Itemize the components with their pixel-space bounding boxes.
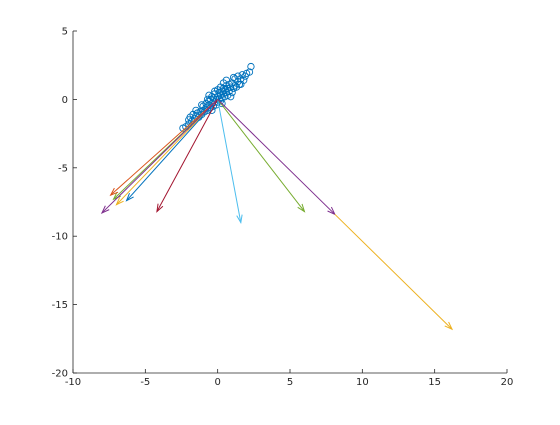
vector-arrow-head (297, 203, 306, 213)
x-tick-label: 10 (356, 377, 369, 388)
y-tick-label: 0 (62, 95, 68, 106)
axes (72, 31, 507, 374)
vector-arrow-head (100, 205, 110, 214)
vector-arrow-shaft (217, 99, 336, 215)
x-tick-label: 15 (428, 377, 441, 388)
vector-arrow-shaft (116, 99, 219, 206)
scatter-point (227, 93, 235, 101)
x-tick-label: 20 (501, 377, 514, 388)
scatter-point (228, 88, 236, 97)
vector-arrow-shaft (126, 99, 219, 201)
scatter-point (219, 79, 228, 87)
y-tick-label: 5 (62, 27, 68, 38)
vector-arrow-head (156, 203, 164, 213)
x-tick-label: -10 (65, 377, 81, 388)
scatter-point (247, 62, 255, 71)
scatter-point (189, 110, 197, 119)
scatter-point (203, 95, 212, 104)
y-tick-label: -5 (58, 163, 68, 174)
x-tick-label: 5 (287, 377, 293, 388)
y-tick-label: -10 (52, 232, 68, 243)
scatter-point (198, 101, 206, 109)
vector-arrow-shaft (101, 99, 219, 214)
y-tick-label: -20 (52, 369, 68, 380)
scatter-point (245, 68, 254, 76)
scatter-point (214, 86, 222, 94)
scatter-point (237, 80, 245, 89)
x-tick-label: 0 (214, 377, 220, 388)
scatter-point (185, 116, 193, 124)
vector-arrow-head (115, 197, 124, 206)
vector-arrows (100, 99, 454, 331)
vector-arrow-shaft (217, 99, 242, 223)
scatter-point (208, 106, 216, 114)
vector-arrow-head (444, 321, 454, 331)
vector-arrow-shaft (334, 213, 453, 330)
y-tick-label: -15 (52, 300, 68, 311)
vector-arrow-head (109, 187, 119, 197)
ticks: -10 -5 0 5 10 15 20 -20 -15 -10 -5 0 5 (52, 27, 514, 389)
vector-arrow-head (125, 193, 134, 202)
scatter-point (229, 73, 238, 82)
vector-arrow-shaft (110, 99, 219, 196)
vector-arrow-head (236, 214, 243, 224)
vector-arrow-shaft (217, 99, 305, 212)
scatter-series (179, 62, 255, 132)
vector-arrow-shaft (156, 99, 219, 212)
x-tick-label: -5 (140, 377, 150, 388)
scatter-point (205, 91, 213, 99)
